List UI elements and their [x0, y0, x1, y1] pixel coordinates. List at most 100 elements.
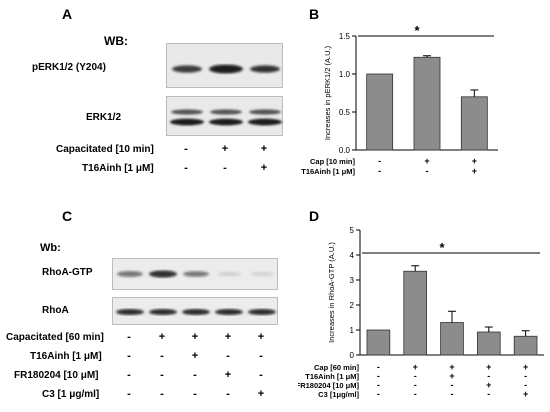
treatment-sign: -: [414, 389, 417, 399]
bar: [366, 73, 394, 151]
treatment-sign: -: [487, 389, 490, 399]
panel-a-sign: +: [221, 143, 229, 155]
bar: [460, 96, 488, 151]
y-axis-label: Increases in pERK1/2 (A.U.): [323, 45, 332, 140]
panel-a-sign: +: [260, 162, 268, 174]
panel-a-row-capacitated: Capacitated [10 min]: [56, 144, 154, 155]
y-axis-label: Increases in RhoA-GTP (A.U.): [327, 242, 336, 343]
panel-c-sign: -: [160, 350, 164, 362]
panel-c-sign: +: [158, 331, 166, 343]
panel-c-sign: -: [259, 350, 263, 362]
y-tick-label: 4: [350, 251, 355, 260]
treatment-label: Cap [60 min]: [314, 363, 360, 372]
panel-c-sign: +: [191, 331, 199, 343]
chart-d: 0 1 2 3 4 5 Increases in RhoA-GTP (A.U.) * Cap […: [298, 226, 544, 399]
panel-c-sign: -: [127, 350, 131, 362]
blot-a-label-erk: ERK1/2: [86, 112, 122, 123]
panel-c-row-c3: C3 [1 μg/ml]: [42, 389, 100, 400]
panel-a-row-t16ainh: T16Ainh [1 μM]: [82, 163, 154, 174]
treatment-sign: -: [451, 389, 454, 399]
panel-a-letter: A: [62, 6, 73, 22]
panel-c-sign: +: [224, 331, 232, 343]
panel-c-sign: -: [259, 369, 263, 381]
bar: [476, 331, 501, 356]
panel-c-letter: C: [62, 208, 73, 224]
blot-c-rhoa-gtp-bands: [117, 270, 274, 278]
panel-c-sign: +: [257, 331, 265, 343]
y-tick-label: 1.0: [339, 70, 351, 79]
blot-c-label-rhoa-gtp: RhoA-GTP: [42, 267, 93, 278]
blot-c-rhoa-bands: [116, 309, 276, 315]
panel-a-sign: -: [223, 162, 227, 174]
bar: [513, 335, 538, 356]
panel-c-sign: -: [127, 388, 131, 400]
significance-star: *: [439, 240, 445, 255]
panel-b-letter: B: [309, 6, 320, 22]
treatment-label: T16Ainh [1 μM]: [301, 167, 355, 176]
treatment-sign: +: [449, 371, 454, 381]
bar: [440, 322, 464, 356]
panel-c-sign: -: [193, 388, 197, 400]
panel-a-sign: +: [260, 143, 268, 155]
treatment-sign: +: [472, 156, 477, 166]
blot-a-erk-bands: [170, 109, 282, 126]
chart-b: 0.0 0.5 1.0 1.5 Increases in pERK1/2 (A.U.) *…: [301, 23, 498, 176]
treatment-sign: -: [524, 371, 527, 381]
treatment-label: FR180204 [10 μM]: [298, 381, 359, 390]
blot-a-erk: [166, 96, 283, 136]
treatment-sign: +: [486, 380, 491, 390]
bar: [413, 56, 441, 151]
blot-c-rhoa: [112, 297, 278, 325]
treatment-label: Cap [10 min]: [310, 157, 356, 166]
panel-d-letter: D: [309, 208, 320, 224]
treatment-sign: +: [523, 389, 528, 399]
treatment-sign: +: [486, 362, 491, 372]
panel-a-sign: -: [184, 143, 188, 155]
panel-c-sign: +: [257, 388, 265, 400]
treatment-sign: -: [524, 380, 527, 390]
blot-a-perk-bands: [172, 64, 280, 74]
panel-c-sign: -: [160, 388, 164, 400]
y-tick-label: 0: [350, 351, 355, 360]
panel-c-row-fr180204: FR180204 [10 μM]: [14, 370, 99, 381]
treatment-sign: +: [424, 156, 429, 166]
panel-c-sign: +: [224, 369, 232, 381]
panel-c-sign: -: [193, 369, 197, 381]
treatment-sign: -: [377, 389, 380, 399]
blot-a-perk: [166, 43, 283, 88]
treatment-sign: +: [413, 362, 418, 372]
panel-c-sign: -: [127, 331, 131, 343]
treatment-sign: -: [414, 371, 417, 381]
treatment-sign: +: [523, 362, 528, 372]
treatment-label: T16Ainh [1 μM]: [305, 372, 359, 381]
y-tick-label: 1.5: [339, 32, 351, 41]
treatment-sign: -: [378, 166, 381, 176]
blot-c-label-rhoa: RhoA: [42, 305, 69, 316]
treatment-sign: -: [378, 156, 381, 166]
panel-c-wb-title: Wb:: [40, 242, 61, 254]
bar: [403, 270, 428, 356]
panel-c-row-t16ainh: T16Ainh [1 μM]: [30, 351, 102, 362]
bar: [366, 329, 391, 356]
significance-star: *: [414, 23, 420, 38]
y-tick-label: 0.0: [339, 146, 351, 155]
treatment-sign: +: [449, 362, 454, 372]
y-tick-label: 0.5: [339, 108, 351, 117]
y-tick-label: 1: [350, 326, 355, 335]
treatment-sign: -: [377, 371, 380, 381]
treatment-sign: +: [472, 166, 477, 176]
panel-c-sign: -: [127, 369, 131, 381]
panel-a-wb-title: WB:: [104, 34, 128, 48]
panel-a-sign: -: [184, 162, 188, 174]
panel-c-row-capacitated: Capacitated [60 min]: [6, 332, 104, 343]
panel-c-sign: -: [226, 388, 230, 400]
treatment-sign: -: [487, 371, 490, 381]
treatment-sign: -: [426, 166, 429, 176]
y-tick-label: 3: [350, 276, 355, 285]
y-tick-label: 2: [350, 301, 355, 310]
panel-c-sign: -: [160, 369, 164, 381]
blot-c-rhoa-gtp: [112, 258, 278, 290]
treatment-sign: -: [451, 380, 454, 390]
treatment-sign: -: [414, 380, 417, 390]
treatment-label: C3 [1μg/ml]: [318, 390, 359, 399]
